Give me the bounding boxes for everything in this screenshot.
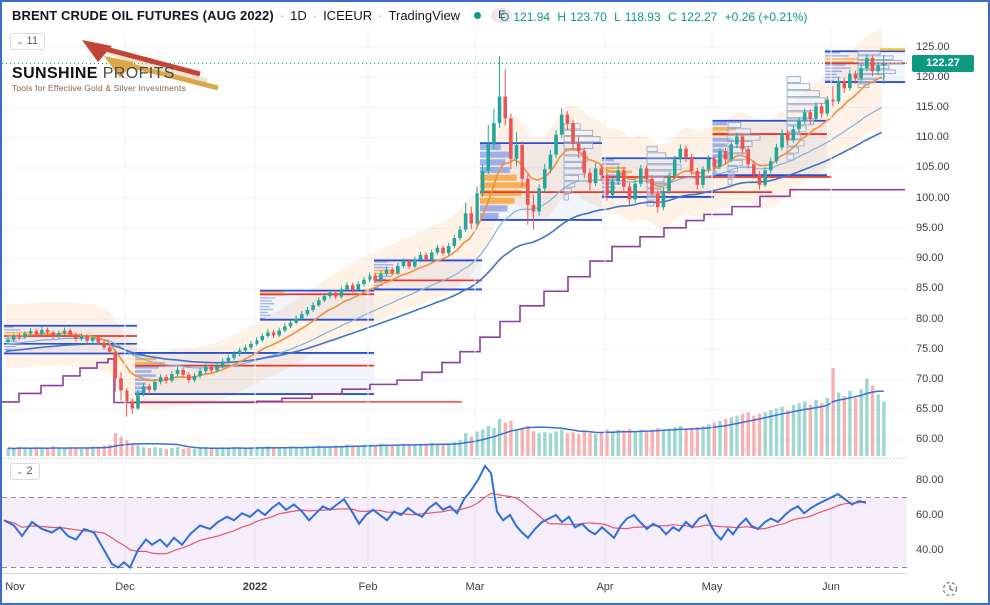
market-status-dot bbox=[474, 12, 482, 19]
price-axis[interactable]: 122.27 125.00 120.00 115.00 110.00 105.00 100… bbox=[907, 2, 988, 574]
time-tick: Nov bbox=[5, 581, 25, 593]
legend-count-main: 11 bbox=[26, 35, 38, 47]
change-value: +0.26 (+0.21%) bbox=[724, 10, 808, 24]
sunshine-profits-logo: SUNSHINE PROFITS Tools for Effective Gol… bbox=[12, 65, 186, 93]
time-tick: Jun bbox=[822, 581, 840, 593]
time-tick: Feb bbox=[358, 581, 378, 593]
time-tick: Mar bbox=[465, 581, 485, 593]
indicator-tick: 80.00 bbox=[916, 473, 944, 486]
indicator-tick: 40.00 bbox=[916, 543, 944, 556]
price-tick: 65.00 bbox=[916, 403, 944, 416]
time-tick: Dec bbox=[115, 581, 135, 593]
chevron-down-icon: ⌄ bbox=[16, 465, 24, 476]
logo-arrows-icon bbox=[82, 40, 219, 91]
price-tick: 110.00 bbox=[916, 131, 949, 144]
symbol-header: BRENT CRUDE OIL FUTURES (AUG 2022) · 1D … bbox=[12, 8, 513, 23]
logo-name-secondary: PROFITS bbox=[97, 65, 175, 82]
price-tick: 90.00 bbox=[916, 252, 944, 265]
indicator-tick: 60.00 bbox=[916, 508, 944, 521]
separator: · bbox=[378, 8, 383, 23]
logo-tagline: Tools for Effective Gold & Silver Invest… bbox=[12, 82, 186, 93]
time-tick: Apr bbox=[596, 581, 614, 593]
time-axis[interactable]: Nov Dec 2022 Feb Mar Apr May Jun bbox=[2, 574, 907, 603]
close-value: 122.27 bbox=[680, 10, 718, 24]
chevron-down-icon: ⌄ bbox=[16, 35, 24, 46]
price-tick: 125.00 bbox=[916, 40, 950, 53]
time-tick: 2022 bbox=[242, 581, 268, 593]
logo-name-primary: SUNSHINE bbox=[12, 65, 98, 82]
last-price-badge: 122.27 bbox=[912, 55, 974, 72]
time-tick: May bbox=[701, 581, 723, 593]
interval-label[interactable]: 1D bbox=[290, 8, 307, 23]
low-label: L bbox=[614, 10, 621, 24]
price-tick: 105.00 bbox=[916, 161, 950, 174]
low-value: 118.93 bbox=[624, 10, 661, 24]
price-tick: 85.00 bbox=[916, 282, 944, 295]
price-tick: 60.00 bbox=[916, 433, 944, 446]
open-value: 121.94 bbox=[513, 10, 551, 24]
high-label: H bbox=[557, 10, 567, 24]
symbol-title[interactable]: BRENT CRUDE OIL FUTURES (AUG 2022) bbox=[12, 8, 274, 23]
events-badge[interactable]: E bbox=[491, 8, 513, 23]
legend-collapse-main[interactable]: ⌄ 11 bbox=[10, 33, 45, 50]
price-tick: 80.00 bbox=[916, 312, 944, 325]
source-label: TradingView bbox=[388, 8, 461, 23]
price-tick: 115.00 bbox=[916, 100, 949, 113]
legend-collapse-indicator[interactable]: ⌄ 2 bbox=[10, 463, 40, 480]
price-tick: 100.00 bbox=[916, 191, 950, 204]
close-label: C bbox=[667, 10, 677, 24]
price-tick: 70.00 bbox=[916, 373, 944, 386]
price-tick: 75.00 bbox=[916, 342, 944, 355]
exchange-label[interactable]: ICEEUR bbox=[323, 8, 373, 23]
open-label: O bbox=[500, 10, 510, 24]
price-tick: 95.00 bbox=[916, 221, 944, 234]
legend-count-indicator: 2 bbox=[26, 465, 33, 477]
ohlc-readout: O 121.94 H 123.70 L 118.93 C 122.27 +0.26 (+… bbox=[500, 10, 811, 24]
timezone-clock-icon[interactable] bbox=[940, 579, 960, 599]
separator: · bbox=[312, 8, 318, 23]
high-value: 123.70 bbox=[570, 10, 607, 24]
separator: · bbox=[279, 8, 285, 23]
price-tick: 120.00 bbox=[916, 70, 950, 83]
